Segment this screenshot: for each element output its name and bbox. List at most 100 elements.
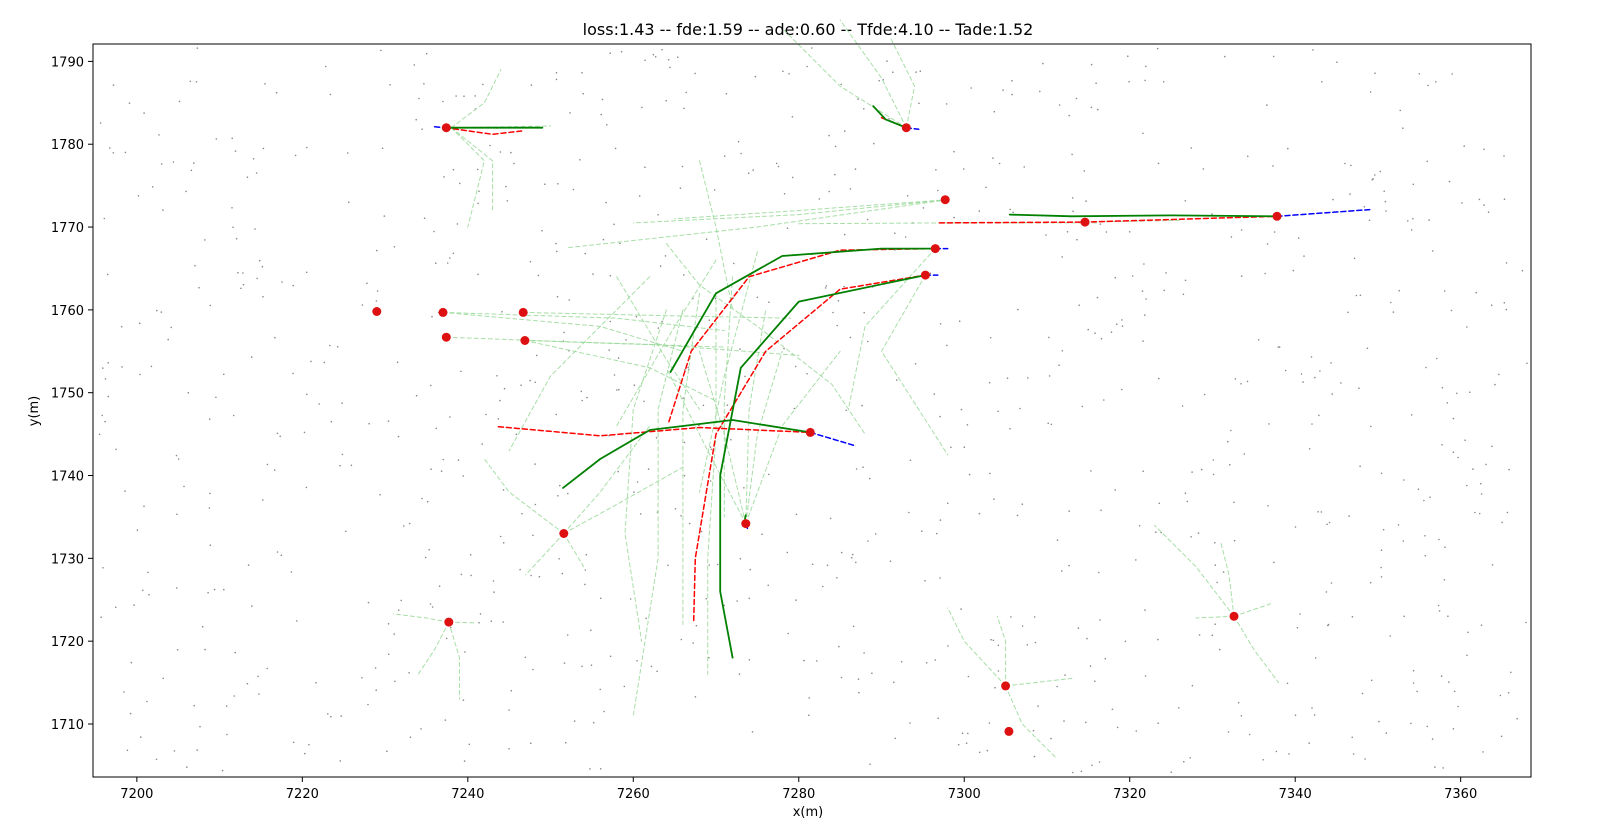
- map-point: [892, 71, 894, 73]
- map-point: [1321, 81, 1323, 83]
- map-point: [888, 118, 890, 120]
- map-point: [193, 162, 195, 164]
- map-point: [209, 544, 212, 546]
- map-point: [1078, 304, 1080, 307]
- map-point: [582, 92, 584, 95]
- map-point: [440, 470, 443, 472]
- map-point: [989, 472, 991, 475]
- agent-marker: [741, 519, 751, 529]
- map-point: [700, 530, 703, 533]
- map-point: [1447, 615, 1449, 617]
- map-point: [1303, 255, 1305, 257]
- map-point: [1503, 198, 1506, 200]
- map-point: [894, 232, 896, 234]
- map-point: [1452, 728, 1455, 730]
- map-point: [106, 273, 109, 276]
- map-point: [1424, 535, 1426, 537]
- map-point: [215, 138, 218, 140]
- map-point: [1063, 720, 1065, 722]
- map-point: [170, 326, 172, 329]
- map-point: [292, 284, 295, 287]
- map-point: [681, 165, 684, 168]
- map-point: [1426, 725, 1429, 728]
- map-point: [496, 375, 498, 377]
- map-point: [146, 700, 148, 703]
- map-point: [143, 112, 145, 114]
- map-point: [246, 176, 249, 178]
- map-point: [661, 48, 663, 51]
- map-point: [1479, 482, 1482, 485]
- y-axis-title: y(m): [27, 396, 42, 427]
- map-point: [1327, 623, 1330, 626]
- map-point: [109, 147, 111, 149]
- map-point: [380, 49, 382, 52]
- map-point: [226, 733, 228, 736]
- map-point: [1389, 635, 1391, 637]
- map-point: [667, 564, 669, 567]
- map-point: [1160, 531, 1162, 534]
- map-point: [493, 591, 495, 593]
- map-point: [873, 142, 875, 145]
- map-point: [442, 100, 444, 103]
- map-point: [477, 273, 479, 276]
- map-point: [978, 512, 981, 515]
- map-point: [1452, 451, 1455, 454]
- map-point: [438, 585, 441, 587]
- map-point: [503, 387, 506, 390]
- map-point: [950, 446, 952, 449]
- map-point: [1027, 377, 1029, 379]
- map-point: [1361, 692, 1364, 695]
- map-point: [1135, 559, 1137, 561]
- candidate-trajectory: [889, 36, 916, 129]
- map-point: [786, 227, 789, 229]
- map-point: [620, 50, 623, 53]
- map-point: [1227, 731, 1230, 733]
- map-point: [1526, 362, 1528, 365]
- map-point: [513, 162, 515, 165]
- x-tick-label: 7360: [1444, 787, 1477, 802]
- map-point: [1412, 183, 1415, 186]
- map-point: [195, 81, 198, 83]
- agent-markers-layer: [372, 123, 1282, 736]
- map-point: [123, 691, 125, 693]
- map-point: [1048, 336, 1050, 339]
- map-point: [460, 370, 462, 373]
- map-point: [315, 681, 317, 684]
- map-point: [1002, 89, 1004, 91]
- map-point: [429, 603, 432, 605]
- map-point: [751, 731, 754, 733]
- map-point: [281, 281, 283, 283]
- map-point: [705, 598, 707, 600]
- map-point: [988, 722, 991, 724]
- map-point: [556, 250, 558, 253]
- map-point: [98, 433, 101, 436]
- map-point: [221, 769, 224, 772]
- map-point: [102, 367, 104, 369]
- map-point: [960, 608, 962, 610]
- map-point: [1370, 425, 1372, 428]
- map-point: [843, 233, 846, 236]
- map-point: [556, 295, 559, 298]
- candidate-trajectory: [522, 311, 791, 319]
- map-point: [1456, 392, 1458, 395]
- map-point: [585, 553, 588, 556]
- map-point: [1444, 546, 1446, 548]
- map-point: [752, 169, 754, 171]
- map-point: [617, 357, 620, 359]
- map-point: [1483, 148, 1485, 151]
- map-point: [990, 638, 992, 641]
- map-point: [1011, 79, 1013, 82]
- map-point: [826, 564, 829, 567]
- map-point: [208, 418, 211, 420]
- map-point: [963, 168, 965, 170]
- map-point: [1463, 145, 1465, 147]
- map-point: [1021, 625, 1024, 627]
- plot-frame: [92, 43, 1532, 778]
- map-point: [1491, 445, 1493, 448]
- map-point: [136, 529, 139, 531]
- map-point: [1237, 701, 1240, 704]
- map-point: [490, 620, 493, 622]
- map-point: [1474, 511, 1476, 514]
- map-point: [953, 216, 955, 219]
- map-point: [768, 301, 770, 304]
